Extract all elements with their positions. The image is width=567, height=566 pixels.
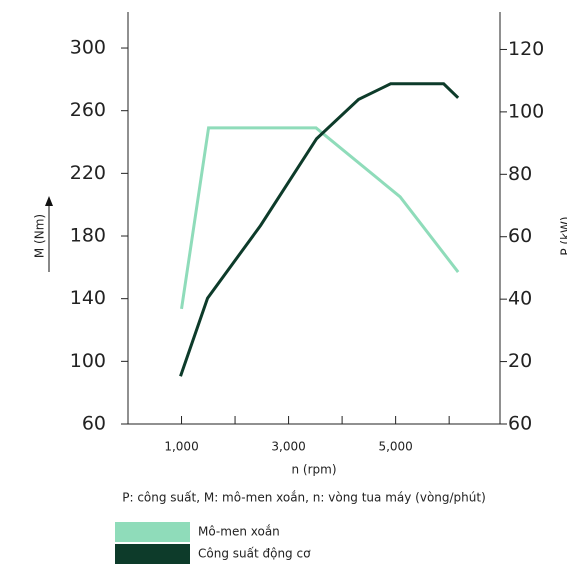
series-line	[180, 126, 460, 310]
x-tick-label: 3,000	[271, 440, 305, 454]
legend-label: Công suất động cơ	[198, 547, 311, 561]
y2-axis-label: P (kW)	[559, 216, 567, 255]
y2-tick-label: 60	[508, 225, 532, 247]
x-axis-label: n (rpm)	[291, 463, 336, 477]
y-tick-label: 300	[70, 37, 106, 59]
y2-tick-label: 80	[508, 163, 532, 185]
legend-label: Mô-men xoắn	[198, 525, 280, 539]
x-tick-label: 5,000	[378, 440, 412, 454]
y-tick-label: 140	[70, 287, 106, 309]
y-tick-label: 260	[70, 99, 106, 121]
series-line	[179, 82, 460, 377]
note: P: công suất, M: mô-men xoắn, n: vòng tu…	[122, 491, 486, 505]
y2-tick-label: 40	[508, 288, 532, 310]
y2-tick-label: 120	[508, 38, 544, 60]
y2-tick-label: 100	[508, 100, 544, 122]
legend-swatch	[115, 522, 190, 542]
y-axis-label: M (Nm)	[33, 214, 47, 258]
arrow-head	[45, 196, 53, 206]
legend-swatch	[115, 544, 190, 564]
y2-tick-label: 20	[508, 350, 532, 372]
y-tick-label: 60	[82, 413, 106, 435]
x-tick-label: 1,000	[164, 440, 198, 454]
y2-tick-label: 60	[508, 413, 532, 435]
y-tick-label: 220	[70, 162, 106, 184]
y-tick-label: 100	[70, 350, 106, 372]
y-tick-label: 180	[70, 225, 106, 247]
